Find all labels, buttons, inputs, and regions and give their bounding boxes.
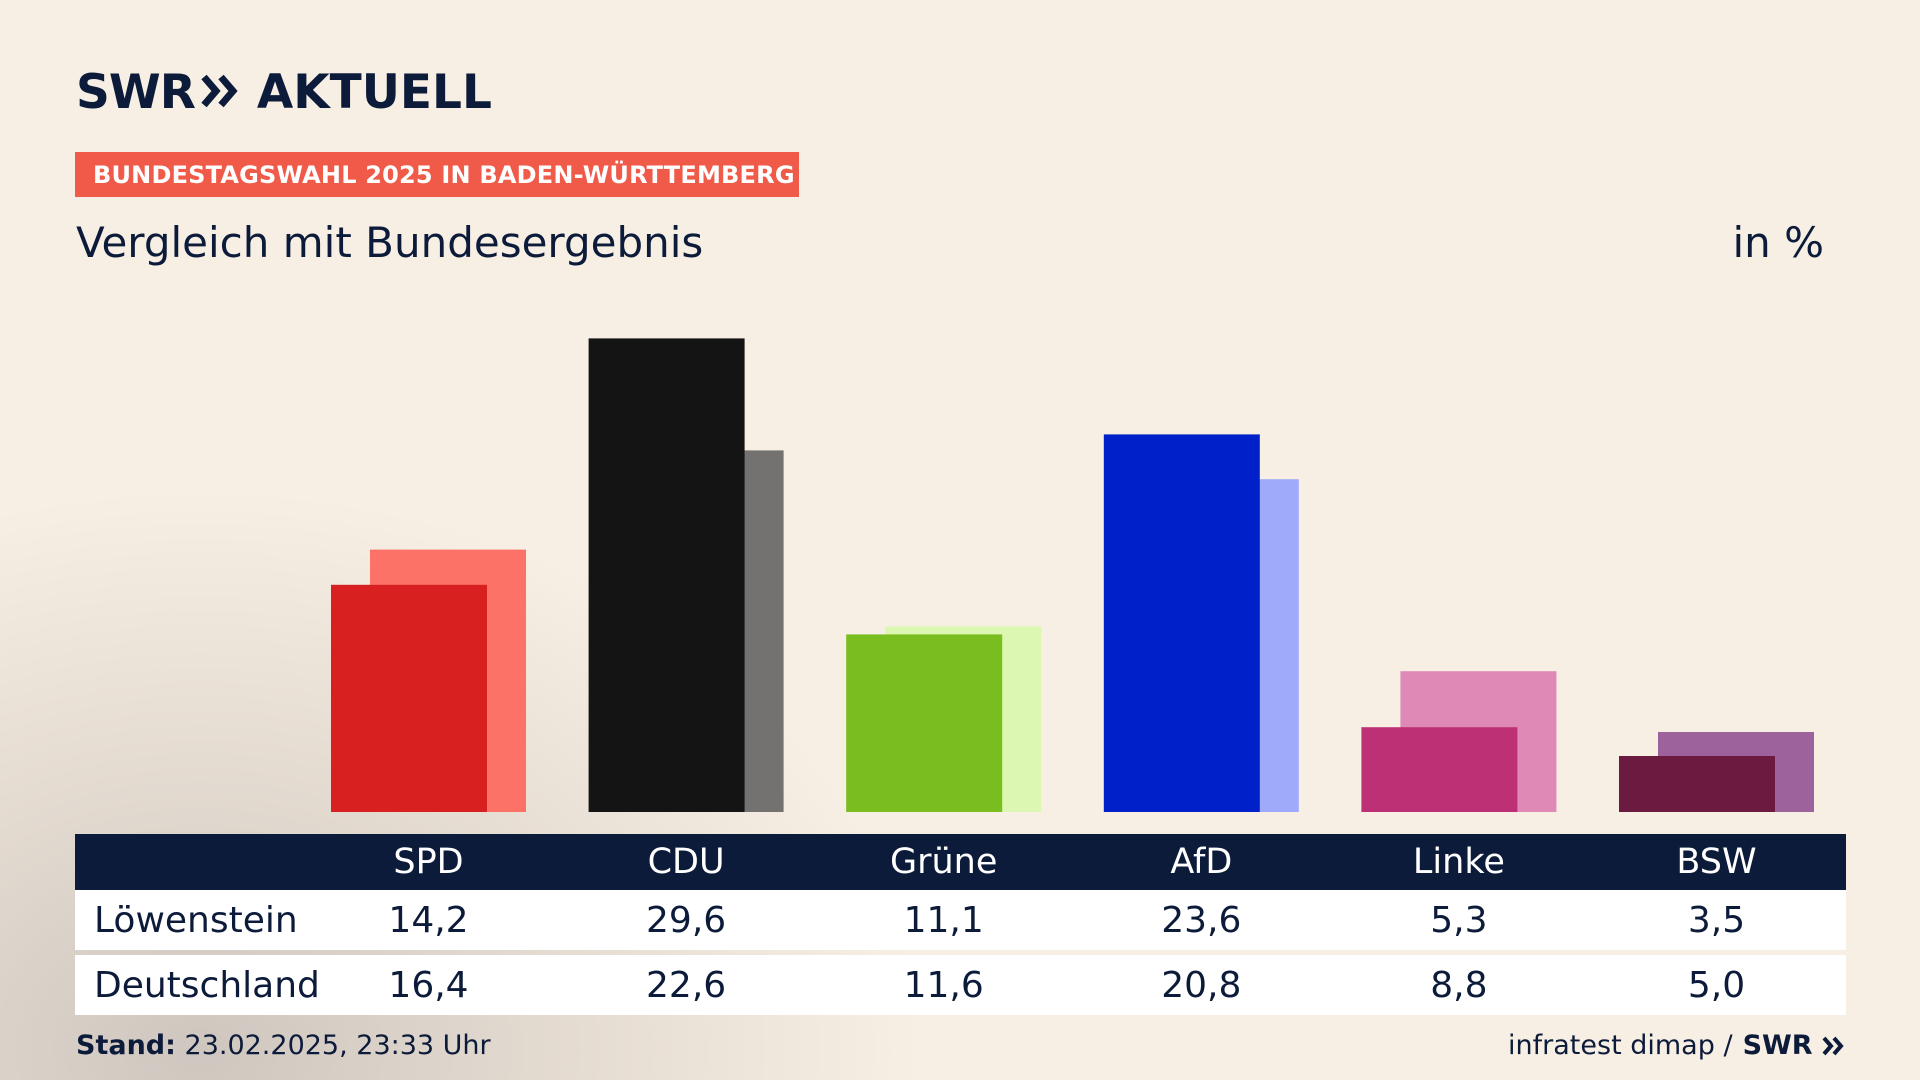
value-cell: 20,8 [1161,964,1242,1006]
swr-small-logo: SWR [1743,1030,1844,1061]
header-party-afd: AfD [1170,842,1233,882]
table-header: SPD CDU Grüne AfD Linke BSW [75,834,1846,890]
bar-loewenstein-spd [331,584,487,812]
header-party-spd: SPD [393,842,464,882]
source-text: infratest dimap / [1508,1030,1733,1061]
source-credit: infratest dimap / SWR [1508,1030,1844,1061]
bar-loewenstein-linke [1361,727,1518,812]
value-cell: 3,5 [1687,899,1746,941]
value-cell: 5,0 [1687,964,1746,1006]
row-label: Löwenstein [94,899,298,941]
value-cell: 5,3 [1430,899,1488,941]
header-party-linke: Linke [1412,842,1505,882]
header-party-cdu: CDU [647,842,725,882]
stand-value: 23.02.2025, 23:33 Uhr [184,1030,491,1061]
row-label: Deutschland [94,964,320,1006]
unit-label: in % [1732,218,1824,267]
results-table: SPD CDU Grüne AfD Linke BSW Löwenstein 14,2 29… [75,834,1846,1015]
value-cell: 29,6 [646,899,727,941]
logo-swr-text: SWR [76,64,196,120]
timestamp: Stand: 23.02.2025, 23:33 Uhr [76,1030,491,1061]
header-party-grüne: Grüne [889,842,998,882]
small-logo-text: SWR [1742,1030,1813,1061]
value-cell: 8,8 [1430,964,1488,1006]
header-party-bsw: BSW [1676,842,1757,882]
table-row: Löwenstein 14,2 29,6 11,1 23,6 5,3 3,5 [75,890,1846,950]
swr-aktuell-logo: SWR AKTUELL [76,62,492,122]
value-cell: 22,6 [646,964,727,1006]
double-chevron-icon [201,65,239,120]
value-cell: 23,6 [1161,899,1242,941]
bar-chart [331,338,1814,812]
value-cell: 11,1 [903,899,984,941]
bar-loewenstein-cdu [588,338,745,812]
stand-label: Stand: [76,1030,176,1061]
value-cell: 14,2 [388,899,469,941]
logo-aktuell-text: AKTUELL [256,64,492,120]
chart-subtitle: Vergleich mit Bundesergebnis [76,218,704,267]
election-tag: BUNDESTAGSWAHL 2025 IN BADEN-WÜRTTEMBERG [75,152,799,197]
value-cell: 16,4 [388,964,469,1006]
value-cell: 11,6 [903,964,984,1006]
bar-loewenstein-afd [1103,434,1260,812]
bar-loewenstein-grüne [846,634,1003,812]
table-row: Deutschland 16,4 22,6 11,6 20,8 8,8 5,0 [75,955,1846,1015]
bar-loewenstein-bsw [1619,756,1775,812]
